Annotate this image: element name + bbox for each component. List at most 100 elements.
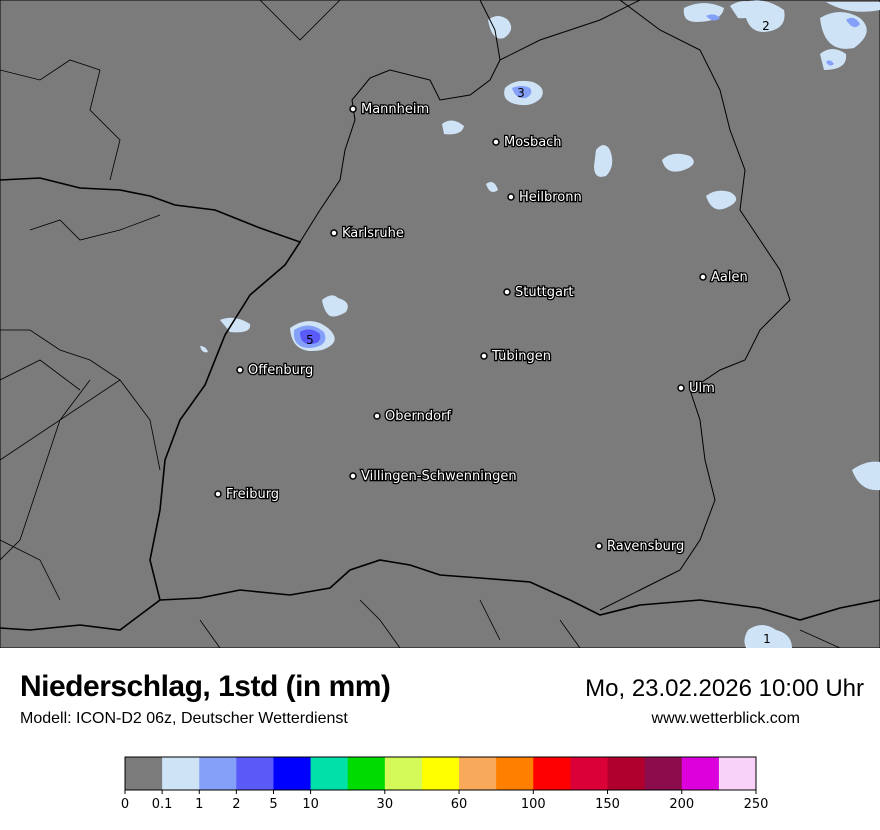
city-dot — [507, 193, 515, 201]
city-label: Stuttgart — [515, 285, 573, 300]
city-dot — [677, 384, 685, 392]
precipitation-areas — [200, 0, 880, 648]
legend-tick-label: 0.1 — [152, 797, 173, 812]
city-label: Oberndorf — [385, 409, 451, 424]
city-dot — [330, 229, 338, 237]
city-dot — [480, 352, 488, 360]
legend-tick-label: 200 — [669, 797, 694, 812]
legend-swatch — [273, 757, 312, 790]
state-border — [159, 559, 880, 621]
city-aalen: Aalen — [699, 269, 749, 286]
precip-area — [300, 329, 321, 344]
city-label: Ravensburg — [607, 539, 684, 554]
city-dot — [214, 490, 222, 498]
legend-tick-label: 30 — [377, 797, 394, 812]
model-info: Modell: ICON-D2 06z, Deutscher Wetterdie… — [20, 710, 348, 727]
city-heilbronn: Heilbronn — [507, 189, 583, 206]
legend-swatch — [310, 757, 349, 790]
legend-swatch — [459, 757, 497, 790]
legend-tick-label: 1 — [195, 797, 203, 812]
legend-swatch — [384, 757, 423, 790]
legend-swatch — [236, 757, 274, 790]
city-dot — [699, 273, 707, 281]
legend-tick-label: 2 — [232, 797, 240, 812]
legend-tick-label: 5 — [269, 797, 277, 812]
state-border — [0, 177, 302, 631]
precip-area — [512, 86, 532, 99]
city-offenburg: Offenburg — [236, 362, 315, 379]
map-background — [0, 0, 880, 648]
city-label: Mosbach — [504, 135, 562, 150]
city-dot — [492, 138, 500, 146]
legend-swatch — [421, 757, 460, 790]
city-label: Villingen-Schwenningen — [361, 469, 517, 484]
legend-tick-label: 10 — [302, 797, 319, 812]
peak-value-label: 2 — [762, 19, 770, 33]
peak-values: 3 2 5 1 — [306, 19, 771, 646]
state-border — [599, 0, 791, 611]
city-label: Tübingen — [491, 349, 551, 364]
city-ulm: Ulm — [677, 380, 716, 397]
legend-swatch — [125, 757, 163, 790]
legend-tick-label: 150 — [595, 797, 620, 812]
city-mannheim: Mannheim — [349, 101, 430, 118]
city-tübingen: Tübingen — [480, 348, 552, 365]
legend-tick-label: 100 — [521, 797, 546, 812]
peak-value-label: 1 — [763, 632, 771, 646]
precip-area — [488, 16, 512, 39]
city-dot — [349, 472, 357, 480]
precip-area — [662, 153, 694, 172]
city-stuttgart: Stuttgart — [503, 284, 575, 301]
legend-tick-label: 0 — [121, 797, 129, 812]
city-dot — [349, 105, 357, 113]
legend-swatch — [570, 757, 609, 790]
city-label: Karlsruhe — [342, 226, 404, 241]
precip-area — [706, 190, 737, 210]
legend-swatch — [162, 757, 200, 790]
city-dot — [503, 288, 511, 296]
legend-swatch — [681, 757, 720, 790]
city-dot — [236, 366, 244, 374]
forecast-datetime: Mo, 23.02.2026 10:00 Uhr — [585, 675, 864, 702]
city-dot — [595, 542, 603, 550]
legend-swatch — [607, 757, 646, 790]
borders — [0, 0, 880, 648]
precipitation-map: Mannheim Mosbach Heilbronn Karlsruhe Aalen St… — [0, 0, 880, 648]
district-border — [0, 0, 841, 648]
legend-swatch — [496, 757, 534, 790]
map-title: Niederschlag, 1std (in mm) — [20, 670, 391, 703]
city-label: Offenburg — [248, 363, 313, 378]
city-mosbach: Mosbach — [492, 134, 563, 151]
precip-area — [744, 0, 880, 71]
city-label: Mannheim — [361, 102, 429, 117]
legend-swatch — [347, 757, 386, 790]
precip-area — [744, 461, 880, 648]
city-karlsruhe: Karlsruhe — [330, 225, 405, 242]
precip-area — [683, 1, 760, 22]
city-markers: Mannheim Mosbach Heilbronn Karlsruhe Aalen St… — [214, 101, 749, 555]
peak-value-label: 3 — [517, 86, 525, 100]
city-dot — [373, 412, 381, 420]
legend-swatch — [533, 757, 571, 790]
legend-tick-label: 250 — [744, 797, 769, 812]
city-label: Aalen — [711, 270, 748, 285]
website-link[interactable]: www.wetterblick.com — [651, 710, 800, 727]
legend-swatch — [199, 757, 237, 790]
city-ravensburg: Ravensburg — [595, 538, 686, 555]
city-oberndorf: Oberndorf — [373, 408, 453, 425]
precip-area — [442, 120, 464, 135]
color-legend: 0 0.1 1 2 5 10 30 60 100 150 200 250 — [121, 756, 769, 812]
city-label: Heilbronn — [519, 190, 582, 205]
legend-frame — [124, 756, 757, 791]
precip-area — [826, 17, 860, 66]
city-villingen-schwenningen: Villingen-Schwenningen — [349, 468, 518, 485]
legend-tick-label: 60 — [451, 797, 468, 812]
legend-swatch — [644, 757, 683, 790]
precip-area — [486, 182, 498, 192]
state-border — [299, 0, 641, 243]
city-label: Freiburg — [226, 487, 279, 502]
peak-value-label: 5 — [306, 333, 314, 347]
legend-swatch — [718, 757, 757, 790]
city-freiburg: Freiburg — [214, 486, 280, 503]
precip-area — [594, 145, 613, 177]
